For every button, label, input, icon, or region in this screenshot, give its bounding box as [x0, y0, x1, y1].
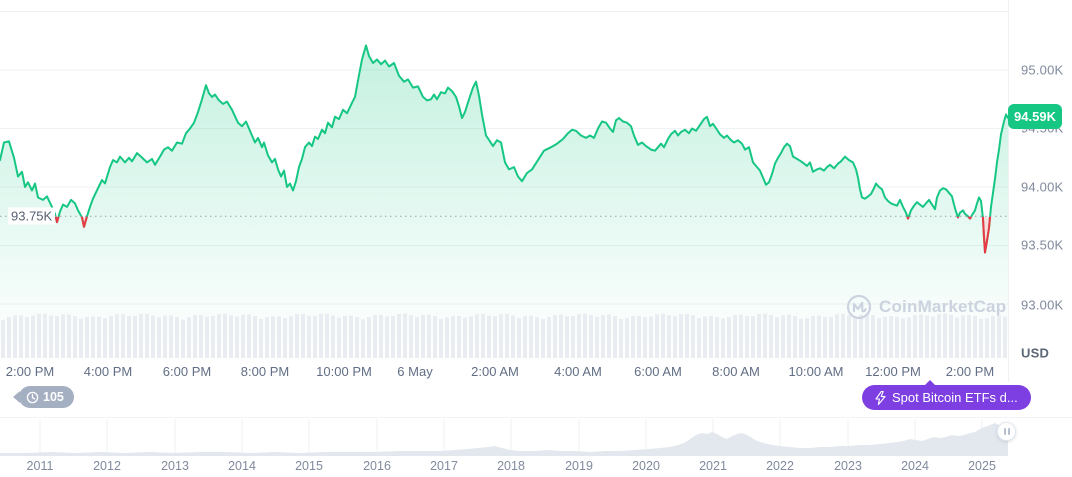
- coinmarketcap-logo-icon: [846, 294, 872, 320]
- time-axis: 2:00 PM 4:00 PM 6:00 PM 8:00 PM 10:00 PM…: [0, 364, 1008, 382]
- x-tick-8: 6:00 AM: [634, 364, 682, 379]
- year-label-2025: 2025: [968, 459, 996, 473]
- y-tick-93-00k: 93.00K: [1021, 297, 1064, 313]
- year-label-2013: 2013: [161, 459, 189, 473]
- x-tick-7: 4:00 AM: [554, 364, 602, 379]
- year-label-2014: 2014: [228, 459, 256, 473]
- price-axis: 95.00K 94.50K 94.00K 93.50K 93.00K USD 9…: [1008, 0, 1072, 382]
- year-label-2017: 2017: [430, 459, 458, 473]
- range-drag-handle[interactable]: [997, 422, 1016, 441]
- x-tick-10: 10:00 AM: [788, 364, 844, 379]
- clock-icon: [26, 391, 39, 403]
- handle-grip-bar: [1003, 428, 1006, 435]
- price-chart-svg: [0, 11, 1008, 358]
- year-label-2016: 2016: [363, 459, 391, 473]
- price-chart-plot[interactable]: 93.75K CoinMarketCap: [0, 0, 1008, 362]
- x-tick-0: 2:00 PM: [5, 364, 55, 379]
- year-label-2011: 2011: [26, 459, 54, 473]
- year-label-2019: 2019: [565, 459, 593, 473]
- year-label-2023: 2023: [834, 459, 862, 473]
- currency-label: USD: [1021, 345, 1050, 361]
- x-tick-11: 12:00 PM: [865, 364, 921, 379]
- current-price-badge: 94.59K: [1008, 104, 1062, 129]
- y-tick-93-50k: 93.50K: [1021, 237, 1064, 253]
- year-label-2018: 2018: [497, 459, 525, 473]
- coinmarketcap-watermark: CoinMarketCap: [846, 294, 1006, 320]
- year-label-2012: 2012: [93, 459, 121, 473]
- history-minichart-area: [0, 423, 1008, 456]
- year-label-2024: 2024: [901, 459, 929, 473]
- badge-notch: [924, 380, 936, 386]
- x-tick-2: 6:00 PM: [162, 364, 212, 379]
- date-range-selector[interactable]: 2011 2012 2013 2014 2015 2016 2017 2018 …: [0, 417, 1072, 477]
- year-label-2020: 2020: [632, 459, 660, 473]
- event-badge[interactable]: Spot Bitcoin ETFs d...: [862, 380, 1031, 410]
- history-count-badge[interactable]: 105: [13, 386, 74, 408]
- price-area-fill: [0, 45, 1008, 349]
- lightning-icon: [875, 390, 886, 405]
- x-tick-12: 2:00 PM: [945, 364, 995, 379]
- event-label: Spot Bitcoin ETFs d...: [892, 390, 1018, 405]
- x-tick-6: 2:00 AM: [471, 364, 519, 379]
- x-tick-4: 10:00 PM: [316, 364, 372, 379]
- open-price-label: 93.75K: [8, 207, 56, 225]
- x-tick-9: 8:00 AM: [712, 364, 760, 379]
- year-label-2021: 2021: [699, 459, 727, 473]
- x-tick-5: 6 May: [397, 364, 433, 379]
- watermark-text: CoinMarketCap: [879, 297, 1007, 316]
- y-tick-95-00k: 95.00K: [1021, 62, 1064, 78]
- count-label: 105: [43, 390, 64, 404]
- price-line: [0, 44, 1008, 254]
- y-tick-94-00k: 94.00K: [1021, 179, 1064, 195]
- badge-tail: [13, 391, 20, 403]
- x-tick-3: 8:00 PM: [240, 364, 290, 379]
- volume-bars: [1, 313, 1007, 358]
- handle-grip-bar: [1007, 428, 1010, 435]
- year-label-2022: 2022: [766, 459, 794, 473]
- history-minichart-svg: [0, 419, 1008, 456]
- x-tick-1: 4:00 PM: [83, 364, 133, 379]
- year-label-2015: 2015: [295, 459, 323, 473]
